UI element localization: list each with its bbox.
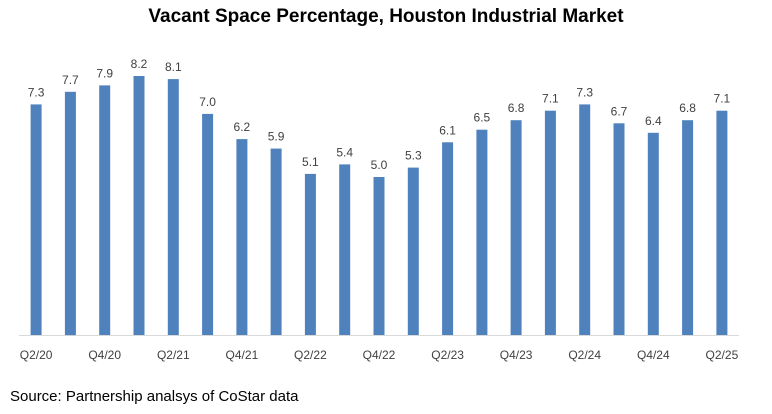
x-tick-label: Q4/20 <box>88 348 121 362</box>
data-label: 7.3 <box>576 85 593 99</box>
x-tick-label: Q2/21 <box>157 348 190 362</box>
bar-Q2-25 <box>716 110 728 335</box>
bar-Q1-24 <box>544 110 556 335</box>
bar-Q2-22 <box>304 173 316 335</box>
bar-Q4-20 <box>99 85 111 336</box>
data-label: 7.1 <box>542 92 559 106</box>
bar-Q3-24 <box>613 123 625 335</box>
bar-Q1-22 <box>270 148 282 335</box>
source-note: Source: Partnership analsys of CoStar da… <box>10 388 299 405</box>
bar-Q3-21 <box>202 113 214 336</box>
bar-Q4-21 <box>236 139 248 335</box>
data-label: 7.7 <box>62 73 79 87</box>
bar-Q3-22 <box>339 164 351 335</box>
data-label: 7.3 <box>28 85 45 99</box>
bar-Q1-23 <box>407 167 419 335</box>
data-label: 7.9 <box>96 66 113 80</box>
data-label: 6.8 <box>508 101 525 115</box>
data-label: 6.4 <box>645 114 662 128</box>
chart-title: Vacant Space Percentage, Houston Industr… <box>148 6 624 27</box>
bar-Q4-22 <box>373 177 385 335</box>
data-label: 5.3 <box>405 149 422 163</box>
data-label: 7.1 <box>714 92 731 106</box>
bar-Q2-20 <box>30 104 42 336</box>
data-label: 5.1 <box>302 155 319 169</box>
data-label: 6.1 <box>439 123 456 137</box>
data-label: 8.2 <box>131 57 148 71</box>
x-tick-label: Q2/24 <box>568 348 601 362</box>
data-label: 8.1 <box>165 60 182 74</box>
x-tick-label: Q2/20 <box>20 348 53 362</box>
data-label: 5.4 <box>336 145 353 159</box>
data-labels-group: 7.3 7.7 7.9 8.2 8.1 7.0 6.2 5.9 5.1 5.4 5.0 5.3 6.1 6… <box>28 57 731 172</box>
bars-group <box>30 76 728 336</box>
bar-Q2-21 <box>167 79 179 335</box>
bar-Q1-25 <box>682 120 694 335</box>
data-label: 7.0 <box>199 95 216 109</box>
x-tick-label: Q4/23 <box>500 348 533 362</box>
bar-Q2-23 <box>442 142 454 335</box>
data-label: 5.0 <box>371 158 388 172</box>
bar-Q3-23 <box>476 129 488 335</box>
bar-chart: 7.3 7.7 7.9 8.2 8.1 7.0 6.2 5.9 5.1 5.4 5.0 5.3 6.1 6… <box>19 57 739 362</box>
data-label: 6.5 <box>474 111 491 125</box>
x-tick-label: Q2/23 <box>431 348 464 362</box>
bar-Q3-20 <box>64 91 76 336</box>
data-label: 6.2 <box>234 120 251 134</box>
bar-Q4-23 <box>510 120 522 335</box>
x-tick-label: Q4/22 <box>363 348 396 362</box>
x-tick-label: Q2/22 <box>294 348 327 362</box>
tick-labels-group: Q2/20 Q4/20 Q2/21 Q4/21 Q2/22 Q4/22 Q2/23 Q4/23… <box>20 348 739 362</box>
data-label: 6.8 <box>679 101 696 115</box>
x-tick-label: Q2/25 <box>706 348 739 362</box>
bar-Q2-24 <box>579 104 591 336</box>
bar-Q1-21 <box>133 76 145 335</box>
bar-Q4-24 <box>647 132 659 335</box>
x-tick-label: Q4/24 <box>637 348 670 362</box>
data-label: 6.7 <box>611 104 628 118</box>
x-tick-label: Q4/21 <box>226 348 259 362</box>
data-label: 5.9 <box>268 130 285 144</box>
